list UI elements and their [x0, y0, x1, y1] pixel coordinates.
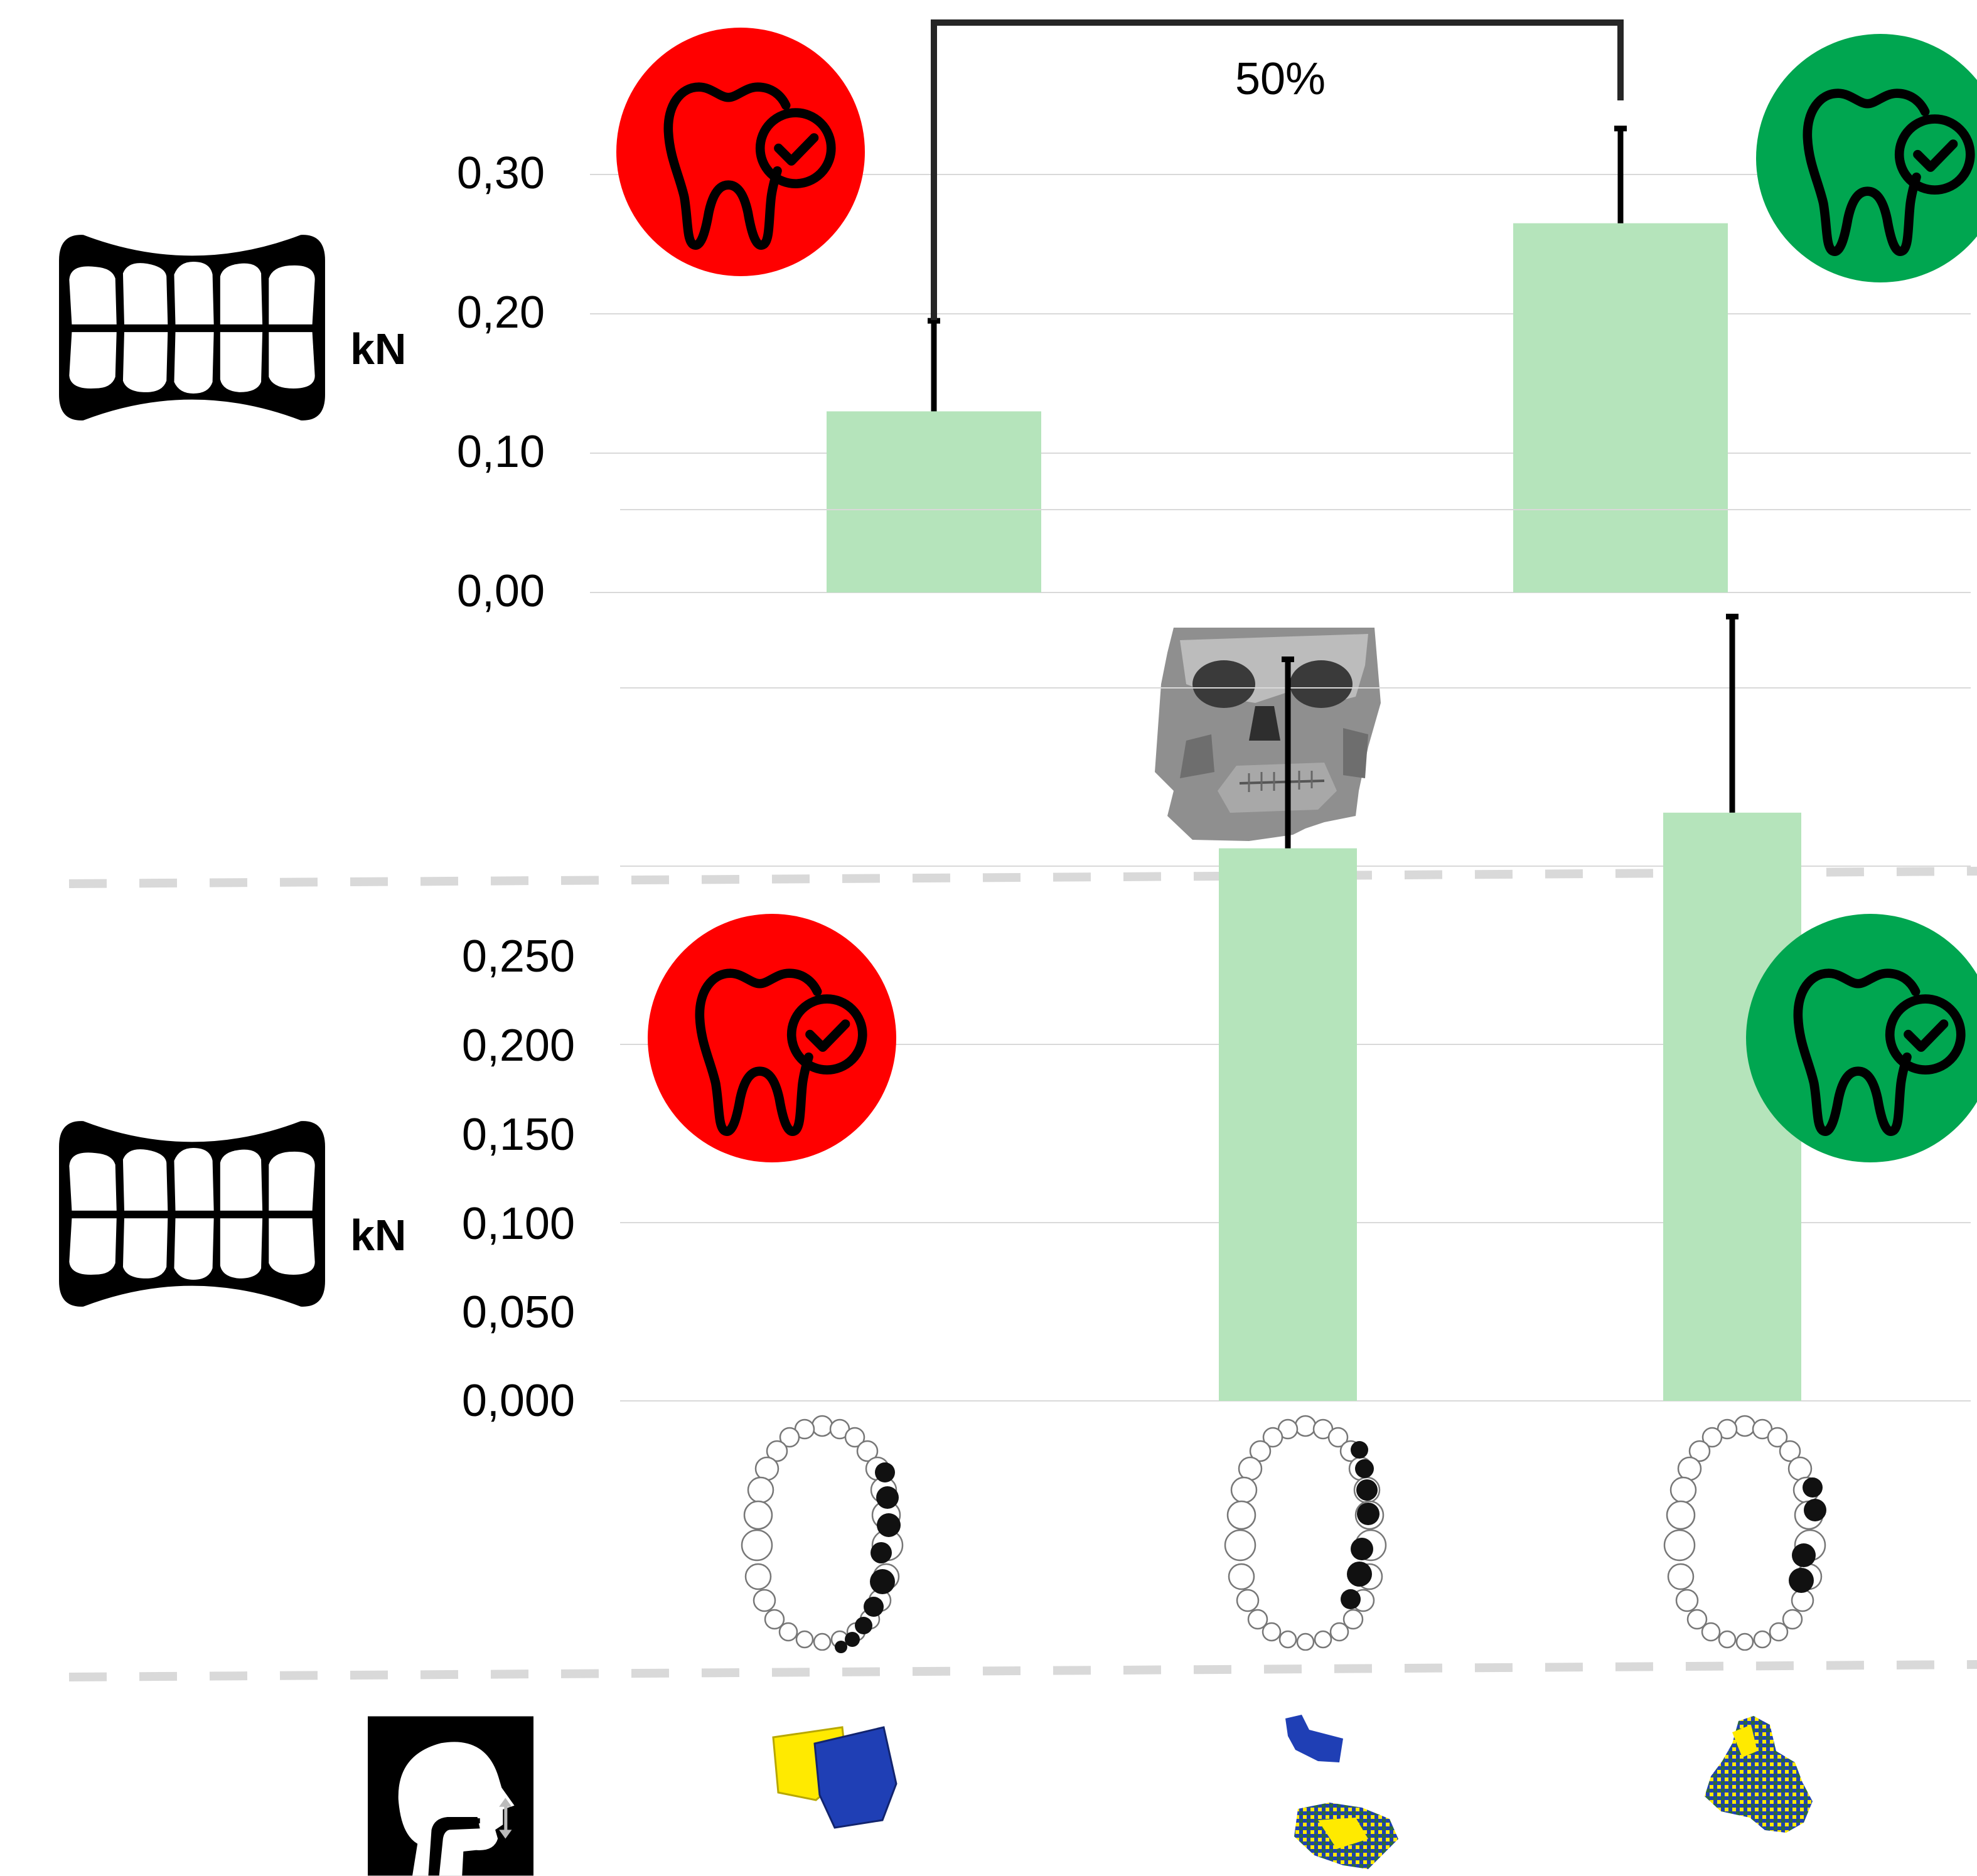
teeth-icon [59, 235, 325, 421]
chart-1-bar-1 [827, 411, 1041, 592]
chart-2-ytick-2: 0,100 [462, 1199, 575, 1249]
chart-1-ytick-2: 0,20 [457, 287, 545, 338]
articulating-paper-icon-1 [772, 1726, 897, 1829]
chart-2-error-bar-3 [1726, 613, 1739, 813]
tooth-check-icon-green [1756, 34, 1977, 282]
chart-2-ytick-4: 0,200 [462, 1021, 575, 1071]
chart-1-ytick-0: 0,00 [457, 566, 545, 616]
chart-2-bar-2 [1219, 848, 1357, 1401]
chart-2-ytick-3: 0,150 [462, 1110, 575, 1160]
teeth-icon [59, 1121, 325, 1307]
articulating-paper-icon-2 [1285, 1715, 1398, 1869]
chart-1-y-tick-labels: 0,00 0,10 0,20 0,30 [457, 148, 545, 616]
section-divider-1 [68, 867, 1977, 888]
chart-1-bar-2 [1513, 223, 1728, 592]
section-divider-2 [68, 1660, 1977, 1681]
chart-2: 0,000 0,050 0,100 0,150 0,200 0,250 kN [350, 509, 1971, 1426]
chart-1-error-bar-2 [1614, 126, 1627, 223]
chart-2-y-tick-labels: 0,000 0,050 0,100 0,150 0,200 0,250 [462, 931, 575, 1426]
head-chewing-icon [368, 1716, 533, 1876]
tooth-check-icon-red [648, 914, 896, 1162]
tooth-check-icon-green [1746, 914, 1977, 1162]
chart-1-unit-label: kN [350, 324, 406, 373]
chart-2-unit-label: kN [350, 1211, 406, 1260]
articulating-paper-icon-3 [1705, 1716, 1813, 1833]
skull-icon [1155, 628, 1381, 841]
chart-2-error-bar-2 [1282, 657, 1294, 849]
chart-1-error-bars [928, 126, 1627, 412]
chart-1-error-bar-1 [928, 318, 940, 412]
significance-bracket [931, 19, 1624, 320]
chart-2-error-bars [1282, 613, 1739, 849]
chart-1-ytick-3: 0,30 [457, 148, 545, 198]
dental-arch-icon-1 [741, 1415, 904, 1653]
dental-arch-icon-2 [1224, 1415, 1387, 1651]
chart-2-ytick-1: 0,050 [462, 1287, 575, 1337]
tooth-check-icon-red [616, 28, 865, 276]
chart-2-bars [1219, 812, 1801, 1401]
chart-1-ytick-1: 0,10 [457, 427, 545, 477]
significance-annotation: 50% [1235, 54, 1326, 104]
chart-2-ytick-5: 0,250 [462, 931, 575, 982]
chart-1: 0,00 0,10 0,20 0,30 kN 50% [350, 19, 1971, 616]
chart-1-bars [827, 223, 1728, 592]
chart-2-ytick-0: 0,000 [462, 1376, 575, 1426]
dental-arch-icon-3 [1663, 1415, 1826, 1651]
